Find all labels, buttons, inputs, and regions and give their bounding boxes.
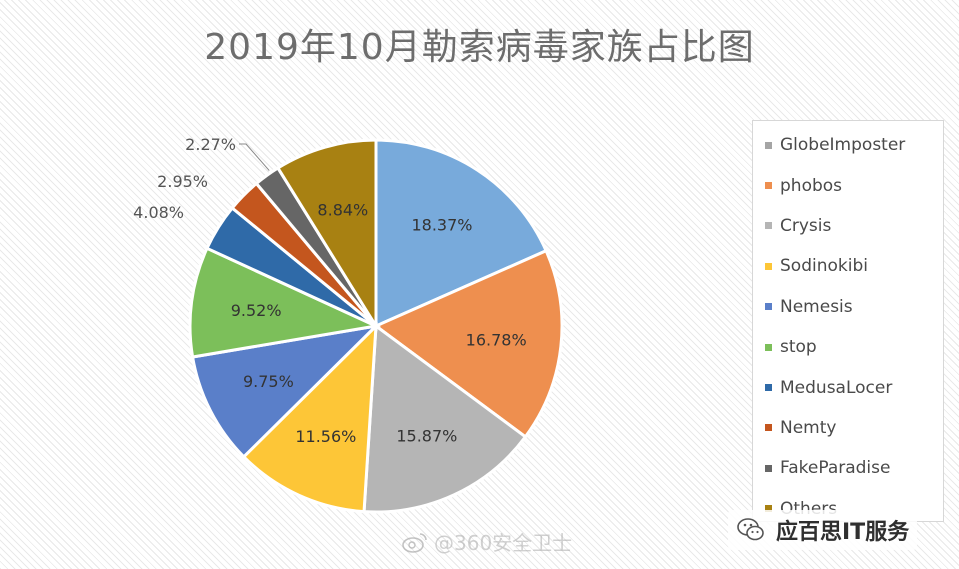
legend-swatch: [765, 303, 772, 311]
slice-label: 9.75%: [243, 372, 294, 391]
pie-slice-others: [275, 138, 378, 332]
weibo-watermark-text: @360安全卫士: [434, 531, 573, 555]
leader-line: [239, 143, 270, 171]
slice-label: 18.37%: [411, 216, 472, 235]
legend-label: stop: [780, 337, 817, 358]
legend-item: Nemty: [765, 408, 943, 448]
legend-label: MedusaLocer: [780, 377, 893, 398]
wechat-watermark-text: 应百思IT服务: [776, 520, 910, 545]
legend-item: phobos: [765, 165, 943, 205]
slice-label: 2.27%: [185, 135, 236, 154]
legend-label: Nemesis: [780, 296, 853, 317]
pie-slice-nemesis: [190, 323, 381, 459]
legend-item: Crysis: [765, 206, 943, 246]
legend-item: Sodinokibi: [765, 246, 943, 286]
pie-slice-globeimposter: [374, 138, 549, 329]
legend-swatch: [765, 424, 772, 432]
slice-label: 15.87%: [396, 427, 457, 446]
legend-label: FakeParadise: [780, 458, 891, 479]
pie-slice-phobos: [373, 248, 564, 439]
legend-swatch: [765, 505, 772, 513]
legend-label: GlobeImposter: [780, 135, 906, 156]
legend-swatch: [765, 464, 772, 472]
legend-label: Sodinokibi: [780, 256, 868, 277]
legend-item: stop: [765, 327, 943, 367]
weibo-watermark: @360安全卫士: [402, 527, 572, 556]
legend-swatch: [765, 262, 772, 270]
chart-title: 2019年10月勒索病毒家族占比图: [204, 27, 755, 68]
legend-item: Nemesis: [765, 287, 943, 327]
legend-label: phobos: [780, 175, 843, 196]
wechat-icon: [737, 518, 764, 541]
legend-item: MedusaLocer: [765, 367, 943, 407]
slice-label: 8.84%: [317, 201, 368, 220]
legend-swatch: [765, 141, 772, 149]
legend-swatch: [765, 384, 772, 392]
slice-label: 11.56%: [295, 427, 356, 446]
slice-label: 16.78%: [466, 330, 527, 349]
pie-slice-crysis: [362, 323, 528, 514]
chart-legend: GlobeImposter phobos Crysis Sodinokibi N…: [752, 120, 944, 522]
pie-slice-sodinokibi: [241, 322, 378, 514]
weibo-icon: [402, 532, 427, 553]
legend-item: GlobeImposter: [765, 125, 943, 165]
legend-label: Nemty: [780, 417, 837, 438]
wechat-watermark: 应百思IT服务: [728, 510, 918, 550]
slice-label: 4.08%: [133, 203, 184, 222]
legend-swatch: [765, 222, 772, 230]
pie-slice-stop: [188, 246, 382, 359]
legend-item: FakeParadise: [765, 448, 943, 488]
slice-label: 2.95%: [157, 172, 208, 191]
legend-swatch: [765, 182, 772, 190]
legend-swatch: [765, 343, 772, 351]
slice-label: 9.52%: [231, 301, 282, 320]
legend-label: Crysis: [780, 215, 832, 236]
